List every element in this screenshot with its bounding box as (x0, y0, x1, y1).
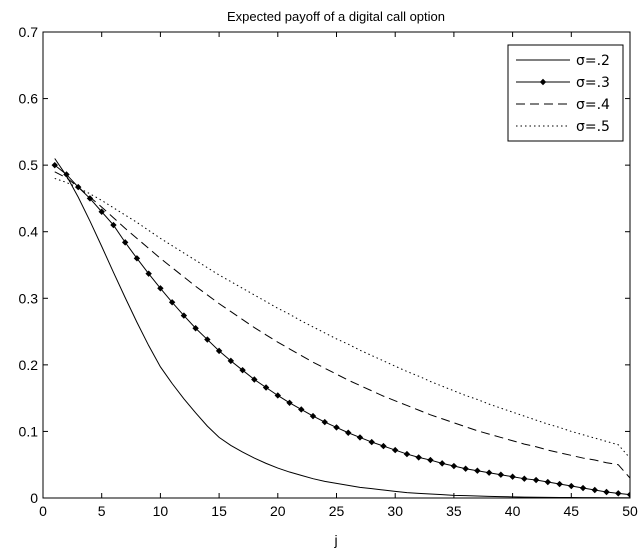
data-point-marker (380, 442, 387, 450)
data-point-marker (450, 462, 458, 470)
y-tick-label: 0.7 (19, 24, 39, 40)
x-tick-label: 30 (387, 503, 403, 519)
data-point-marker (579, 484, 587, 492)
data-point-marker (133, 255, 141, 262)
data-point-marker (509, 473, 516, 480)
data-point-marker (603, 488, 610, 496)
data-point-marker (227, 357, 235, 365)
data-point-marker (403, 450, 411, 458)
data-point-marker (51, 161, 58, 169)
x-tick-label: 35 (446, 503, 462, 519)
data-point-marker (251, 376, 258, 383)
data-point-marker (298, 406, 305, 413)
data-point-marker (86, 195, 94, 202)
x-tick-label: 20 (270, 503, 286, 519)
data-point-marker (427, 456, 434, 464)
data-point-marker (474, 467, 481, 474)
y-tick-label: 0.6 (19, 91, 39, 107)
legend-label-2: σ=.3 (576, 75, 610, 91)
data-point-marker (626, 491, 630, 498)
data-point-marker (180, 312, 188, 319)
legend-box (507, 44, 624, 142)
data-point-marker (192, 325, 199, 332)
x-tick-label: 5 (98, 503, 106, 519)
data-point-marker (98, 208, 105, 215)
y-tick-label: 0.3 (19, 290, 39, 306)
legend-label-3: σ=.4 (576, 97, 610, 113)
data-point-marker (145, 270, 152, 277)
data-point-marker (438, 460, 446, 467)
data-point-marker (485, 469, 493, 476)
y-tick-label: 0.2 (19, 357, 39, 373)
legend-label-4: σ=.5 (576, 119, 610, 135)
y-tick-label: 0.5 (19, 157, 39, 173)
x-tick-label: 0 (39, 503, 47, 519)
x-tick-label: 40 (505, 503, 521, 519)
data-point-marker (157, 285, 164, 292)
legend-marker (539, 78, 547, 86)
y-tick-label: 0.1 (19, 423, 39, 439)
data-point-marker (345, 429, 352, 436)
data-point-marker (521, 475, 528, 482)
data-point-marker (333, 424, 340, 431)
data-point-marker (321, 418, 328, 426)
series-line-1 (54, 158, 630, 498)
data-point-marker (309, 412, 317, 420)
x-tick-label: 45 (564, 503, 580, 519)
data-point-marker (544, 478, 552, 486)
data-point-marker (215, 347, 223, 355)
data-point-marker (615, 490, 622, 497)
ticks-layer: 0 5 10 15 20 25 30 35 40 45 50 0 0.1 0.2 0.3 0.4 0.5 0.6 0… (19, 24, 638, 519)
data-point-marker (415, 454, 422, 461)
data-point-marker (274, 392, 281, 399)
data-point-marker (356, 434, 364, 441)
x-tick-label: 50 (622, 503, 638, 519)
series-line-3 (54, 171, 630, 479)
data-point-marker (392, 446, 399, 454)
data-point-marker (591, 486, 598, 494)
data-point-marker (286, 399, 293, 407)
data-point-marker (368, 438, 375, 446)
legend: σ=.2 σ=.3 σ=.4 σ=.5 (507, 44, 624, 142)
data-point-marker (568, 482, 575, 490)
x-tick-label: 25 (329, 503, 345, 519)
data-point-marker (239, 366, 246, 374)
x-tick-label: 10 (153, 503, 169, 519)
x-tick-label: 15 (211, 503, 227, 519)
series-layer (51, 158, 630, 498)
data-point-marker (110, 221, 117, 229)
data-point-marker (63, 171, 70, 178)
series-line-4 (54, 177, 630, 459)
data-point-marker (204, 336, 211, 343)
data-point-marker (262, 384, 270, 391)
x-axis-label: j (333, 532, 337, 548)
y-tick-label: 0.4 (19, 224, 39, 240)
data-point-marker (168, 299, 176, 306)
data-point-marker (532, 476, 540, 484)
y-tick-label: 0 (30, 490, 38, 506)
data-point-marker (462, 465, 469, 472)
data-point-marker (556, 480, 563, 488)
chart-title: Expected payoff of a digital call option (227, 9, 445, 24)
data-point-marker (497, 471, 505, 478)
legend-label-1: σ=.2 (576, 53, 610, 69)
data-point-marker (121, 239, 129, 246)
